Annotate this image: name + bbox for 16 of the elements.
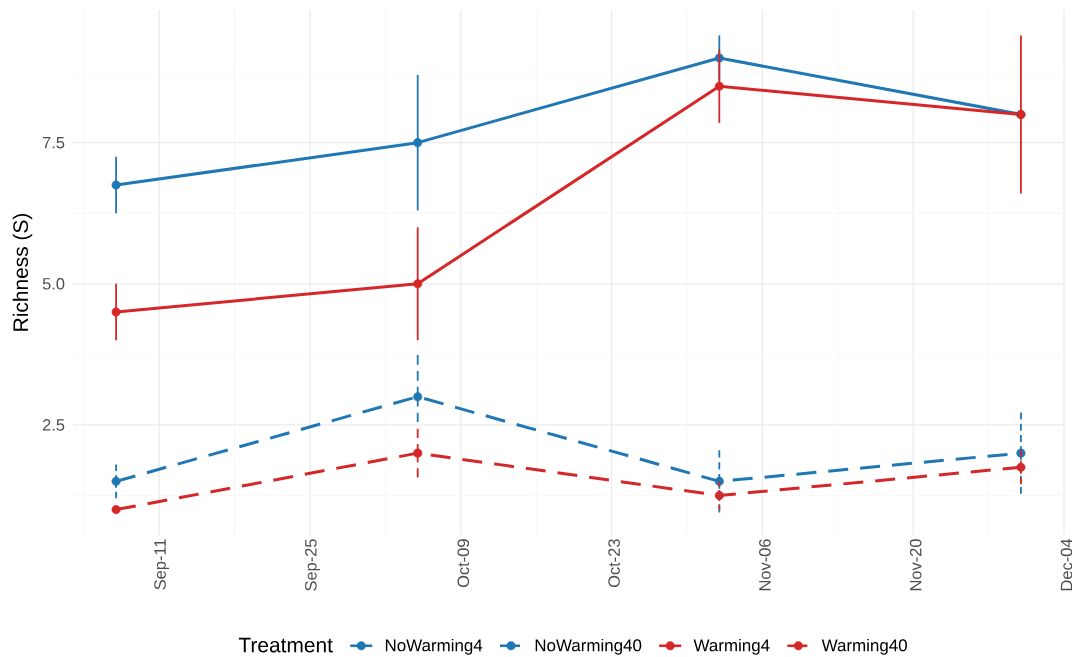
legend-label: Warming40 [821,638,907,655]
x-tick-label: Oct-09 [457,539,470,588]
x-tick-label: Nov-20 [909,539,922,591]
y-axis-title: Richness (S) [12,213,33,331]
y-tick-label: 2.5 [42,419,65,431]
legend-label: NoWarming4 [385,638,483,655]
legend-label: NoWarming40 [535,638,642,655]
x-tick-label: Nov-06 [759,539,771,591]
y-tick-label: 5.0 [42,277,65,290]
y-tick-label: 7.5 [42,136,65,149]
x-tick-label: Sep-25 [305,539,320,591]
x-tick-label: Dec-04 [1060,539,1072,591]
x-tick-label: Sep-11 [154,539,170,590]
legend-label: Warming4 [693,638,770,655]
x-tick-label: Oct-23 [608,539,620,588]
legend-title: Treatment [238,637,333,653]
